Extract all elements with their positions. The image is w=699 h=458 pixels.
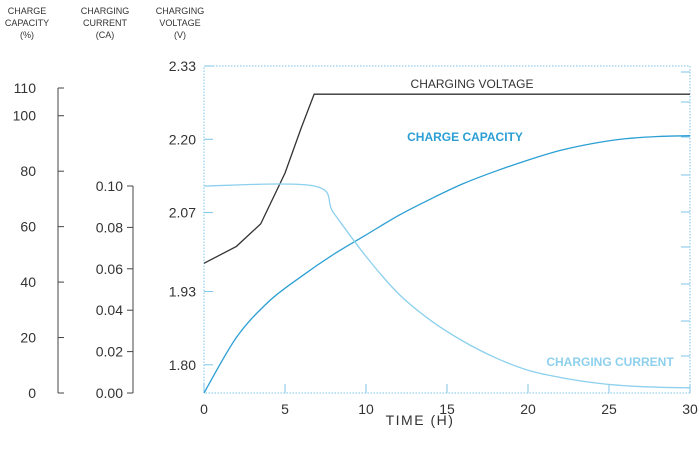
current-tick-label: 0.10: [96, 178, 123, 194]
capacity-tick-label: 60: [20, 219, 36, 235]
voltage-tick-label: 1.93: [169, 284, 196, 300]
x-tick-label: 15: [439, 401, 455, 417]
current-tick-label: 0.02: [96, 344, 123, 360]
series-labels: CHARGING VOLTAGE CHARGE CAPACITY CHARGING …: [407, 77, 674, 369]
x-tick-label: 25: [601, 401, 617, 417]
x-tick-label: 0: [200, 401, 208, 417]
charging-current-line: [203, 183, 691, 389]
x-axis-title: TIME (H): [386, 412, 455, 428]
charging-current-label: CHARGING CURRENT: [546, 355, 674, 369]
voltage-tick-label: 2.07: [169, 205, 196, 221]
voltage-axis-header-line: CHARGING: [156, 6, 205, 16]
current-axis-header-line: CHARGING: [81, 6, 130, 16]
capacity-tick-label: 0: [28, 385, 36, 401]
time-axis: 0 5 10 15 20 25 30: [200, 384, 698, 417]
x-tick-label: 10: [358, 401, 374, 417]
voltage-tick-label: 1.80: [169, 357, 196, 373]
axis-headers: CHARGE CAPACITY (%) CHARGING CURRENT (CA) CHAR…: [5, 6, 204, 40]
charge-capacity-label: CHARGE CAPACITY: [407, 130, 523, 144]
current-axis: 0.00 0.02 0.04 0.06 0.08 0.10: [96, 178, 134, 401]
current-tick-label: 0.04: [96, 302, 123, 318]
charging-voltage-label: CHARGING VOLTAGE: [411, 77, 534, 91]
current-tick-label: 0.00: [96, 385, 123, 401]
voltage-axis: 1.80 1.93 2.07 2.20 2.33: [169, 58, 690, 373]
voltage-axis-header-line: VOLTAGE: [159, 18, 200, 28]
current-axis-header-line: CURRENT: [83, 18, 128, 28]
capacity-axis: 0 20 40 60 80 100 110: [13, 80, 64, 401]
capacity-axis-header-line: CHARGE: [8, 6, 47, 16]
x-tick-label: 30: [682, 401, 698, 417]
x-tick-label: 20: [520, 401, 536, 417]
voltage-tick-label: 2.20: [169, 131, 196, 147]
voltage-tick-label: 2.33: [169, 58, 196, 74]
capacity-axis-header-line: CAPACITY: [5, 18, 49, 28]
current-tick-label: 0.08: [96, 219, 123, 235]
series-lines: [203, 93, 691, 394]
capacity-tick-label: 40: [20, 274, 36, 290]
x-tick-label: 5: [281, 401, 289, 417]
capacity-axis-header-line: (%): [20, 30, 34, 40]
capacity-tick-label: 100: [13, 108, 37, 124]
capacity-tick-label: 110: [14, 80, 37, 96]
capacity-tick-label: 20: [20, 330, 36, 346]
current-tick-label: 0.06: [96, 261, 123, 277]
plot-area: [203, 65, 691, 394]
voltage-axis-header-line: (V): [174, 30, 186, 40]
current-axis-header-line: (CA): [96, 30, 115, 40]
charge-capacity-line: [203, 135, 691, 394]
charging-voltage-line: [203, 93, 690, 264]
plot-frame: [203, 65, 691, 394]
capacity-tick-label: 80: [20, 163, 36, 179]
